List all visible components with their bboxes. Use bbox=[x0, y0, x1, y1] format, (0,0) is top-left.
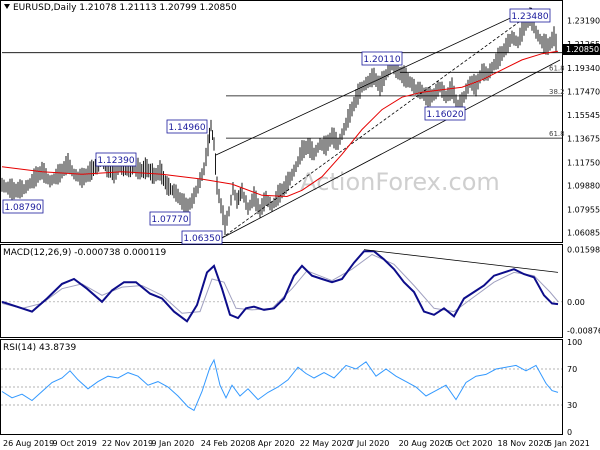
price-y-tick-label: 1.19340 bbox=[567, 64, 600, 73]
x-tick-label: 26 Aug 2019 bbox=[3, 439, 54, 448]
x-tick-label: 5 Jan 2021 bbox=[547, 439, 590, 448]
price-label-low-2: 1.08790 bbox=[2, 199, 44, 214]
price-y-tick-label: 1.11750 bbox=[567, 158, 600, 167]
x-tick-label: 20 Aug 2020 bbox=[399, 439, 450, 448]
svg-text:1.07770: 1.07770 bbox=[151, 215, 188, 225]
svg-text:1.08790: 1.08790 bbox=[4, 203, 41, 213]
rsi-panel-title: RSI(14) 43.8739 bbox=[3, 343, 76, 353]
watermark: ActionForex.com bbox=[300, 168, 500, 196]
svg-text:1.12390: 1.12390 bbox=[97, 156, 134, 166]
price-panel-frame bbox=[0, 0, 563, 243]
channel-lower-line bbox=[221, 59, 561, 239]
fib-level-label: 61.8 bbox=[549, 64, 565, 72]
fib-level-label: 61.8 bbox=[549, 130, 565, 138]
price-label-high-4: 1.12390 bbox=[95, 152, 137, 167]
price-y-tick-label: 1.09880 bbox=[567, 182, 600, 191]
price-labels: 1.23480 1.20110 1.14960 1.16020 1.12390 … bbox=[2, 8, 551, 245]
price-label-low-4: 1.06350 bbox=[181, 230, 223, 245]
svg-text:1.20850: 1.20850 bbox=[566, 45, 599, 54]
moving-average-line bbox=[1, 50, 559, 198]
svg-text:1.16020: 1.16020 bbox=[426, 110, 463, 120]
rsi-y-axis: 100 70 30 0 bbox=[567, 338, 582, 437]
svg-text:MACD(12,26,9) -0.000738 0.0001: MACD(12,26,9) -0.000738 0.000119 bbox=[3, 248, 166, 258]
fib-level-label: 38.2 bbox=[549, 88, 565, 96]
price-y-tick-label: 1.17470 bbox=[567, 87, 600, 96]
x-axis: 26 Aug 2019 9 Oct 2019 22 Nov 2019 9 Jan… bbox=[3, 439, 590, 448]
price-panel-title: EURUSD,Daily 1.21078 1.21113 1.20799 1.2… bbox=[4, 3, 237, 13]
rsi-y-tick-label: 70 bbox=[567, 365, 577, 374]
price-y-tick-label: 1.13675 bbox=[567, 135, 600, 144]
price-label-high-3: 1.14960 bbox=[166, 119, 208, 134]
macd-y-tick-label: 0.015983 bbox=[567, 246, 600, 255]
x-tick-label: 7 Jul 2020 bbox=[349, 439, 389, 448]
channel-mid-dashed-line bbox=[221, 13, 531, 239]
x-tick-label: 9 Oct 2019 bbox=[53, 439, 97, 448]
macd-panel-frame bbox=[0, 244, 563, 338]
price-y-tick-label: 1.23190 bbox=[567, 16, 600, 25]
macd-panel-title: MACD(12,26,9) -0.000738 0.000119 bbox=[3, 248, 166, 258]
macd-line bbox=[1, 250, 559, 323]
macd-y-tick-label: 0.00 bbox=[567, 298, 585, 307]
x-tick-label: 9 Jan 2020 bbox=[151, 439, 194, 448]
svg-text:1.06350: 1.06350 bbox=[183, 234, 220, 244]
macd-y-tick-label: -0.008762 bbox=[567, 326, 600, 335]
x-tick-label: 5 Oct 2020 bbox=[448, 439, 492, 448]
price-label-high-2: 1.20110 bbox=[361, 51, 403, 66]
rsi-level-lines bbox=[1, 368, 562, 406]
price-label-high-1: 1.23480 bbox=[509, 8, 551, 23]
svg-text:1.23480: 1.23480 bbox=[511, 12, 548, 22]
rsi-y-tick-label: 30 bbox=[567, 401, 577, 410]
price-label-low-3: 1.07770 bbox=[149, 211, 191, 226]
current-price-tag: 1.20850 bbox=[563, 44, 600, 55]
macd-y-axis: 0.015983 0.00 -0.008762 bbox=[567, 246, 600, 336]
price-label-low-1: 1.16020 bbox=[424, 106, 466, 121]
svg-text:1.20110: 1.20110 bbox=[363, 55, 400, 65]
x-tick-label: 22 Nov 2019 bbox=[102, 439, 153, 448]
price-y-tick-label: 1.07955 bbox=[567, 206, 600, 215]
svg-text:RSI(14) 43.8739: RSI(14) 43.8739 bbox=[3, 343, 76, 353]
price-y-tick-label: 1.06085 bbox=[567, 229, 600, 238]
rsi-y-tick-label: 0 bbox=[567, 428, 572, 437]
x-tick-label: 18 Nov 2020 bbox=[498, 439, 549, 448]
macd-trendline bbox=[363, 249, 559, 273]
rsi-panel-frame bbox=[0, 339, 563, 435]
rsi-line bbox=[1, 358, 559, 412]
x-tick-label: 8 Apr 2020 bbox=[250, 439, 294, 448]
rsi-y-tick-label: 100 bbox=[567, 338, 582, 347]
price-title-text: EURUSD,Daily 1.21078 1.21113 1.20799 1.2… bbox=[13, 3, 237, 13]
x-tick-label: 24 Feb 2020 bbox=[201, 439, 251, 448]
x-tick-label: 22 May 2020 bbox=[300, 439, 352, 448]
collapse-triangle-icon bbox=[4, 4, 10, 9]
price-y-tick-label: 1.15545 bbox=[567, 111, 600, 120]
svg-text:1.14960: 1.14960 bbox=[168, 123, 205, 133]
horizontal-levels: 61.8 38.2 61.8 bbox=[2, 52, 565, 139]
